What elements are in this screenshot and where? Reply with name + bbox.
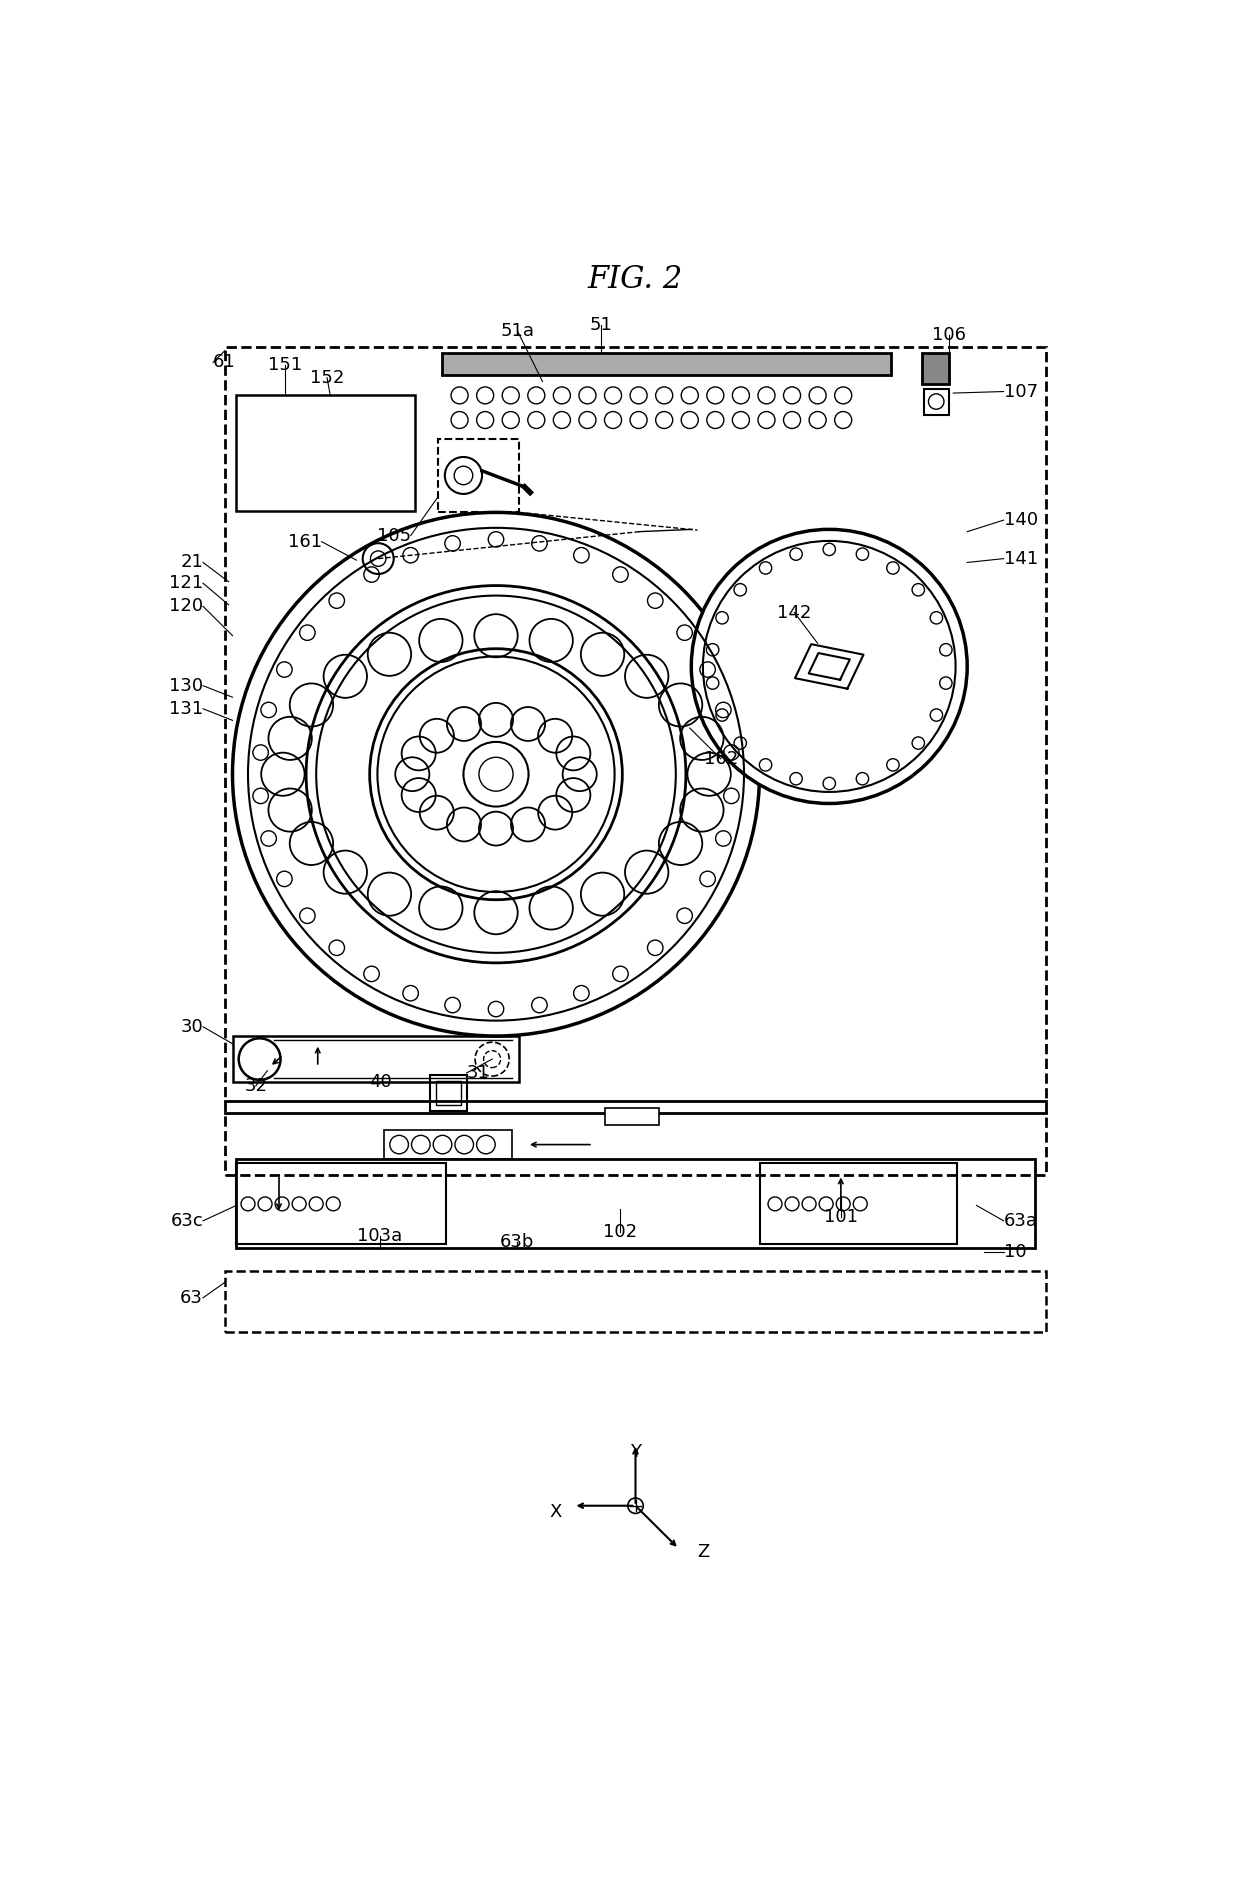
Text: 162: 162	[703, 749, 738, 768]
Text: 30: 30	[180, 1018, 203, 1035]
Bar	[436, 1081, 461, 1105]
Bar	[237, 1158, 1034, 1248]
Bar	[441, 353, 892, 375]
Text: 63c: 63c	[170, 1212, 203, 1231]
Text: 107: 107	[1003, 383, 1038, 400]
Bar	[923, 353, 950, 383]
Text: 130: 130	[169, 677, 203, 694]
Text: 105: 105	[377, 527, 410, 544]
Bar	[605, 1107, 658, 1124]
Text: 63b: 63b	[500, 1234, 534, 1251]
Bar	[224, 1270, 1047, 1333]
Text: 21: 21	[180, 554, 203, 571]
Text: X: X	[549, 1504, 562, 1521]
Text: 106: 106	[932, 326, 966, 345]
Bar	[237, 1162, 445, 1244]
Text: 151: 151	[268, 356, 303, 374]
Text: 102: 102	[603, 1223, 637, 1242]
Text: 31: 31	[466, 1064, 490, 1083]
Ellipse shape	[692, 529, 967, 804]
Text: Z: Z	[697, 1543, 709, 1560]
Bar	[237, 396, 414, 510]
Text: 161: 161	[288, 533, 321, 550]
Ellipse shape	[233, 512, 759, 1035]
Text: 32: 32	[244, 1077, 268, 1096]
Text: 140: 140	[1003, 512, 1038, 529]
Text: 63a: 63a	[1003, 1212, 1038, 1231]
Text: 103a: 103a	[357, 1227, 402, 1246]
Text: 10: 10	[1003, 1242, 1027, 1261]
Bar	[233, 1035, 520, 1083]
Text: 131: 131	[169, 700, 203, 719]
Text: 152: 152	[310, 368, 345, 387]
Bar	[759, 1162, 957, 1244]
Text: 142: 142	[777, 603, 811, 622]
Text: 61: 61	[213, 353, 236, 372]
Text: 51a: 51a	[501, 322, 534, 341]
Bar	[430, 1075, 467, 1111]
Text: 51: 51	[589, 317, 613, 334]
Bar	[438, 440, 520, 512]
Bar	[924, 389, 950, 415]
Text: 63: 63	[180, 1289, 203, 1306]
Text: 40: 40	[368, 1073, 392, 1092]
Text: 141: 141	[1003, 550, 1038, 567]
Text: FIG. 2: FIG. 2	[588, 264, 683, 296]
Text: 101: 101	[823, 1208, 858, 1227]
Text: 121: 121	[169, 574, 203, 592]
Bar	[383, 1130, 511, 1158]
Text: Y: Y	[630, 1443, 641, 1460]
Text: 120: 120	[169, 597, 203, 616]
Bar	[224, 347, 1047, 1176]
